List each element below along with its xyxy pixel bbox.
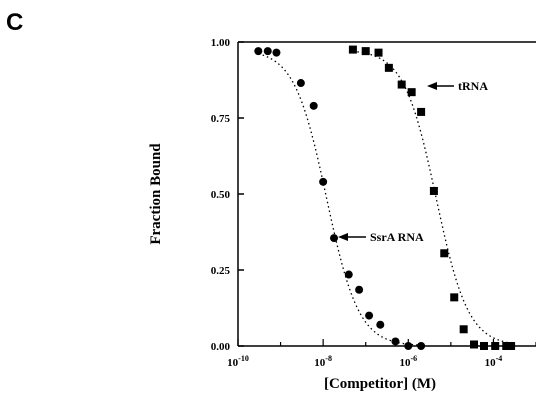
- axes: [237, 41, 536, 347]
- ssra-point: [391, 337, 400, 346]
- ssra-arrow-head: [338, 233, 348, 241]
- trna-point: [374, 48, 383, 57]
- trna-point: [407, 88, 416, 97]
- trna-point: [397, 80, 406, 89]
- ssra-point: [365, 311, 374, 320]
- trna-arrow-head: [427, 82, 437, 90]
- ssra-point: [319, 177, 328, 186]
- x-tick-label: 10-10: [227, 354, 249, 369]
- y-tick-label: 0.75: [211, 113, 231, 125]
- trna-point: [429, 186, 438, 195]
- trna-point: [459, 325, 468, 334]
- y-tick-label: 0.00: [211, 341, 231, 353]
- x-axis-title: [Competitor] (M): [324, 376, 436, 392]
- data-points: [254, 45, 516, 350]
- fit-curve-trna: [352, 50, 512, 344]
- trna-point: [479, 342, 488, 350]
- ssra-point: [404, 342, 413, 350]
- ssra-point: [417, 342, 426, 350]
- y-tick-label: 0.50: [211, 189, 231, 201]
- panel-label: C: [6, 9, 23, 36]
- ssra-point: [296, 79, 305, 88]
- trna-point: [440, 249, 449, 258]
- ssra-point: [272, 48, 281, 57]
- fit-curves: [258, 50, 512, 346]
- ssra-annotation-label: SsrA RNA: [370, 230, 424, 244]
- x-tick-label: 10-4: [485, 354, 503, 369]
- trna-annotation-label: tRNA: [458, 79, 488, 93]
- y-tick-label: 1.00: [211, 37, 231, 49]
- x-ticks: 10-10 10-8 10-6 10-4: [227, 339, 536, 369]
- fit-curve-ssra-rna: [258, 53, 422, 346]
- trna-point: [417, 107, 426, 116]
- trna-point: [470, 340, 479, 349]
- trna-point: [348, 45, 357, 54]
- trna-point: [491, 342, 500, 350]
- ssra-point: [376, 320, 385, 329]
- ssra-point: [355, 285, 364, 294]
- y-tick-label: 0.25: [211, 265, 231, 277]
- x-tick-label: 10-6: [399, 354, 417, 369]
- ssra-point: [254, 47, 263, 56]
- y-ticks: 0.00 0.25 0.50 0.75 1.00: [211, 37, 244, 353]
- trna-point: [507, 342, 516, 350]
- ssra-point: [330, 234, 339, 243]
- trna-point: [450, 293, 459, 302]
- x-tick-label: 10-8: [314, 354, 332, 369]
- trna-point: [502, 342, 511, 350]
- ssra-point: [344, 270, 353, 279]
- y-axis-title: Fraction Bound: [148, 143, 164, 245]
- ssra-point: [309, 101, 318, 110]
- trna-point: [384, 63, 393, 72]
- annotations: tRNA SsrA RNA: [338, 79, 488, 244]
- trna-point: [361, 47, 370, 56]
- ssra-point: [263, 47, 272, 56]
